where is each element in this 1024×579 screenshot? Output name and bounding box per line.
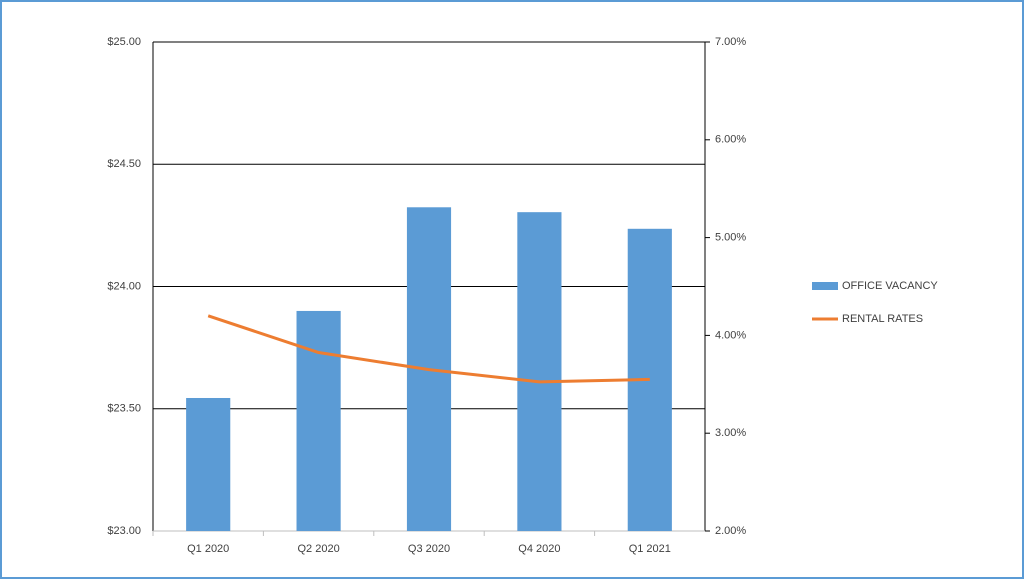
- y-tick-label: $24.50: [107, 158, 141, 170]
- y2-tick-label: 5.00%: [715, 232, 746, 244]
- x-tick-label: Q1 2020: [187, 543, 229, 555]
- y2-tick-label: 3.00%: [715, 427, 746, 439]
- x-tick-label: Q1 2021: [629, 543, 671, 555]
- y2-tick-label: 4.00%: [715, 329, 746, 341]
- bar: [296, 310, 341, 531]
- line: [207, 314, 650, 384]
- y-tick-label: $23.50: [107, 403, 141, 415]
- y2-tick-label: 7.00%: [715, 36, 746, 48]
- bar: [517, 212, 562, 531]
- y2-tick-label: 6.00%: [715, 134, 746, 146]
- x-tick-label: Q3 2020: [408, 543, 450, 555]
- legend-label: RENTAL RATES: [842, 313, 923, 325]
- y-tick-label: $25.00: [107, 36, 141, 48]
- y-tick-label: $24.00: [107, 280, 141, 292]
- bar: [186, 397, 231, 531]
- x-tick-label: Q2 2020: [297, 543, 339, 555]
- legend-label: OFFICE VACANCY: [842, 280, 938, 292]
- legend-swatch: [812, 282, 838, 290]
- y2-tick-label: 2.00%: [715, 525, 746, 537]
- x-tick-label: Q4 2020: [518, 543, 560, 555]
- y-tick-label: $23.00: [107, 525, 141, 537]
